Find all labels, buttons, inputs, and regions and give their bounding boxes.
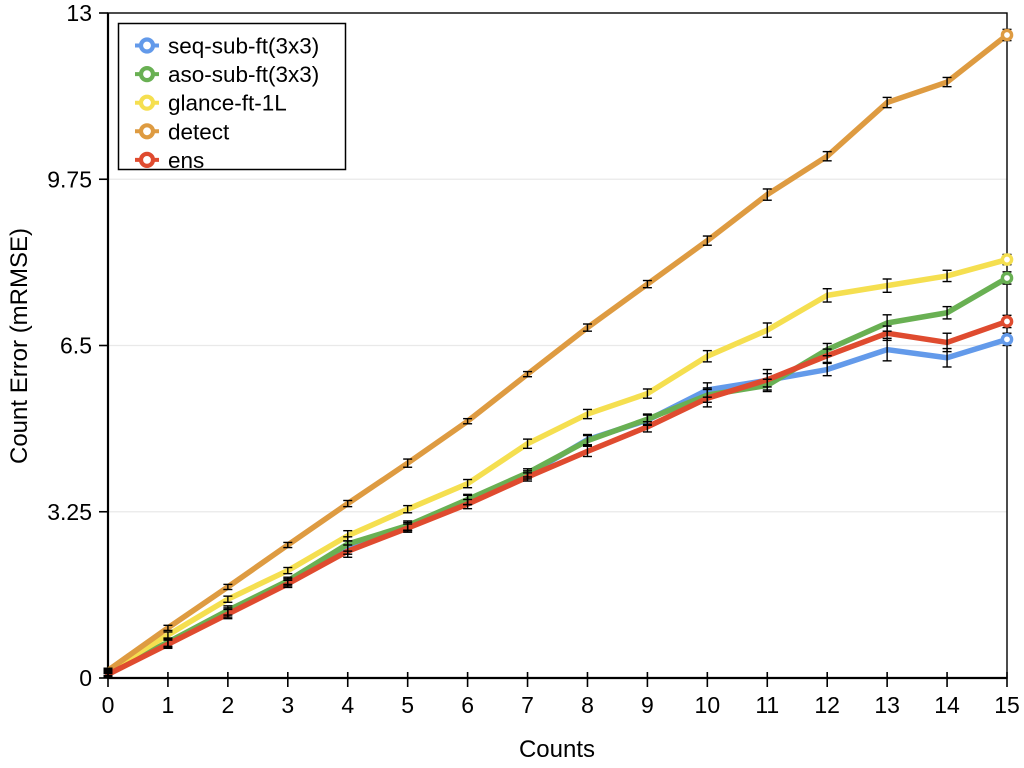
- x-axis-title: Counts: [519, 736, 595, 763]
- legend-item-aso-sub-ft(3x3): aso-sub-ft(3x3): [135, 62, 319, 87]
- x-tick-label: 5: [401, 692, 414, 718]
- x-tick-label: 2: [221, 692, 234, 718]
- endpoint-marker-ens: [1000, 315, 1014, 328]
- series-line-glance-ft-1L: [105, 256, 1010, 674]
- x-tick-label: 6: [461, 692, 474, 718]
- legend-box: [117, 22, 347, 171]
- legend-label: detect: [168, 119, 230, 144]
- legend-marker-icon: [138, 37, 156, 54]
- x-tick-label: 8: [581, 692, 594, 718]
- legend-label: seq-sub-ft(3x3): [168, 34, 319, 59]
- series-line-aso-sub-ft(3x3): [105, 275, 1010, 676]
- endpoint-marker-glance-ft-1L: [1000, 253, 1014, 266]
- legend-item-detect: detect: [135, 119, 230, 144]
- y-tick-label: 6.5: [60, 333, 92, 359]
- legend-item-seq-sub-ft(3x3): seq-sub-ft(3x3): [135, 34, 319, 59]
- x-tick-label: 7: [521, 692, 534, 718]
- x-tick-label: 12: [814, 692, 840, 718]
- legend-marker-icon: [138, 94, 156, 111]
- x-tick-label: 0: [102, 692, 115, 718]
- y-tick-label: 13: [66, 0, 92, 26]
- x-tick-label: 13: [874, 692, 900, 718]
- x-tick-label: 4: [341, 692, 354, 718]
- y-tick-label: 3.25: [47, 499, 92, 525]
- series-line-detect: [105, 32, 1010, 674]
- x-axis: 0 1 2 3 4 5 6 7 8 9 10 11 12 13 14 15: [102, 672, 1020, 718]
- y-tick-label: 0: [79, 665, 92, 691]
- legend-marker-icon: [138, 151, 156, 168]
- legend-label: aso-sub-ft(3x3): [168, 62, 319, 87]
- y-tick-label: 9.75: [47, 166, 92, 192]
- y-axis-title: Count Error (mRMSE): [6, 228, 33, 464]
- legend-item-ens: ens: [135, 148, 204, 173]
- y-axis: 0 3.25 6.5 9.75 13: [47, 0, 108, 691]
- legend-item-glance-ft-1L: glance-ft-1L: [135, 91, 287, 116]
- endpoint-marker-detect: [1000, 28, 1014, 42]
- endpoint-markers: [1000, 28, 1014, 346]
- series-line-ens: [105, 318, 1010, 678]
- x-tick-label: 14: [934, 692, 960, 718]
- x-tick-label: 9: [641, 692, 654, 718]
- legend-marker-icon: [138, 65, 156, 83]
- endpoint-marker-aso-sub-ft(3x3): [1000, 271, 1014, 285]
- x-tick-label: 11: [755, 692, 779, 718]
- legend-marker-icon: [138, 123, 156, 140]
- x-tick-label: 1: [162, 692, 175, 718]
- legend-label: glance-ft-1L: [168, 91, 287, 116]
- x-tick-label: 3: [281, 692, 294, 718]
- x-tick-label: 10: [695, 692, 721, 718]
- legend-label: ens: [168, 148, 204, 173]
- legend: seq-sub-ft(3x3) aso-sub-ft(3x3) glance-ft-…: [117, 22, 347, 173]
- x-tick-label: 15: [994, 692, 1020, 718]
- endpoint-marker-seq-sub-ft(3x3): [1000, 333, 1014, 346]
- series-line-seq-sub-ft(3x3): [105, 336, 1010, 677]
